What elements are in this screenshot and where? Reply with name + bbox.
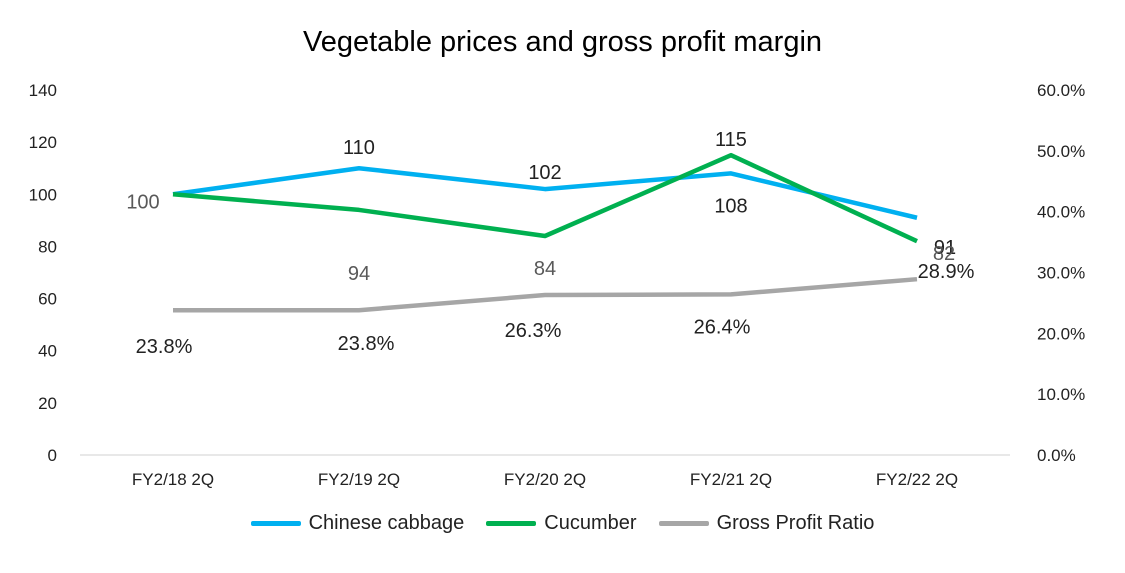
- chart-title: Vegetable prices and gross profit margin: [302, 26, 823, 58]
- y-left-tick-label: 20: [38, 394, 57, 413]
- legend-swatch: [486, 521, 537, 526]
- chart-legend: Chinese cabbage Cucumber Gross Profit Rati…: [0, 512, 1125, 535]
- legend-item: Chinese cabbage: [250, 512, 465, 535]
- y-left-tick-label: 140: [29, 81, 57, 100]
- y-left-tick-label: 60: [38, 290, 57, 309]
- data-label: 26.3%: [505, 320, 562, 342]
- data-label: 26.4%: [694, 316, 751, 338]
- data-label: 91: [934, 237, 956, 259]
- x-tick-label: FY2/19 2Q: [318, 470, 400, 489]
- data-label: 23.8%: [338, 333, 395, 355]
- y-left-tick-label: 120: [29, 133, 57, 152]
- legend-label: Cucumber: [544, 512, 637, 534]
- x-tick-label: FY2/21 2Q: [690, 470, 772, 489]
- y-right-tick-label: 20.0%: [1037, 324, 1085, 343]
- x-tick-label: FY2/20 2Q: [504, 470, 586, 489]
- legend-item: Cucumber: [486, 512, 637, 535]
- x-tick-label: FY2/18 2Q: [132, 470, 214, 489]
- legend-item: Gross Profit Ratio: [658, 512, 875, 535]
- legend-label: Chinese cabbage: [308, 512, 465, 534]
- data-label: 28.9%: [918, 261, 975, 283]
- y-right-tick-label: 60.0%: [1037, 81, 1085, 100]
- data-label: 94: [348, 263, 370, 285]
- data-label: 102: [528, 162, 561, 184]
- y-left-tick-label: 40: [38, 342, 57, 361]
- data-label: 23.8%: [136, 336, 193, 358]
- y-right-tick-label: 10.0%: [1037, 385, 1085, 404]
- data-label: 100: [126, 191, 159, 213]
- y-left-tick-label: 0: [48, 446, 57, 465]
- legend-swatch: [658, 521, 709, 526]
- data-label: 115: [715, 129, 747, 151]
- y-right-tick-label: 40.0%: [1037, 203, 1085, 222]
- series-line-cucumber: [172, 152, 918, 244]
- y-right-tick-label: 30.0%: [1037, 264, 1085, 283]
- x-tick-label: FY2/22 2Q: [876, 470, 958, 489]
- series-line-gross-profit-ratio: [173, 276, 918, 313]
- y-left-tick-label: 80: [38, 237, 57, 256]
- data-label: 82: [933, 243, 955, 265]
- y-right-tick-label: 0.0%: [1037, 446, 1076, 465]
- data-label: 84: [534, 258, 556, 280]
- series-line-chinese-cabbage: [172, 165, 918, 220]
- legend-label: Gross Profit Ratio: [716, 512, 875, 534]
- data-label: 108: [714, 195, 747, 217]
- data-label: 110: [343, 137, 375, 159]
- y-right-tick-label: 50.0%: [1037, 142, 1085, 161]
- y-left-tick-label: 100: [29, 185, 57, 204]
- legend-swatch: [250, 521, 301, 526]
